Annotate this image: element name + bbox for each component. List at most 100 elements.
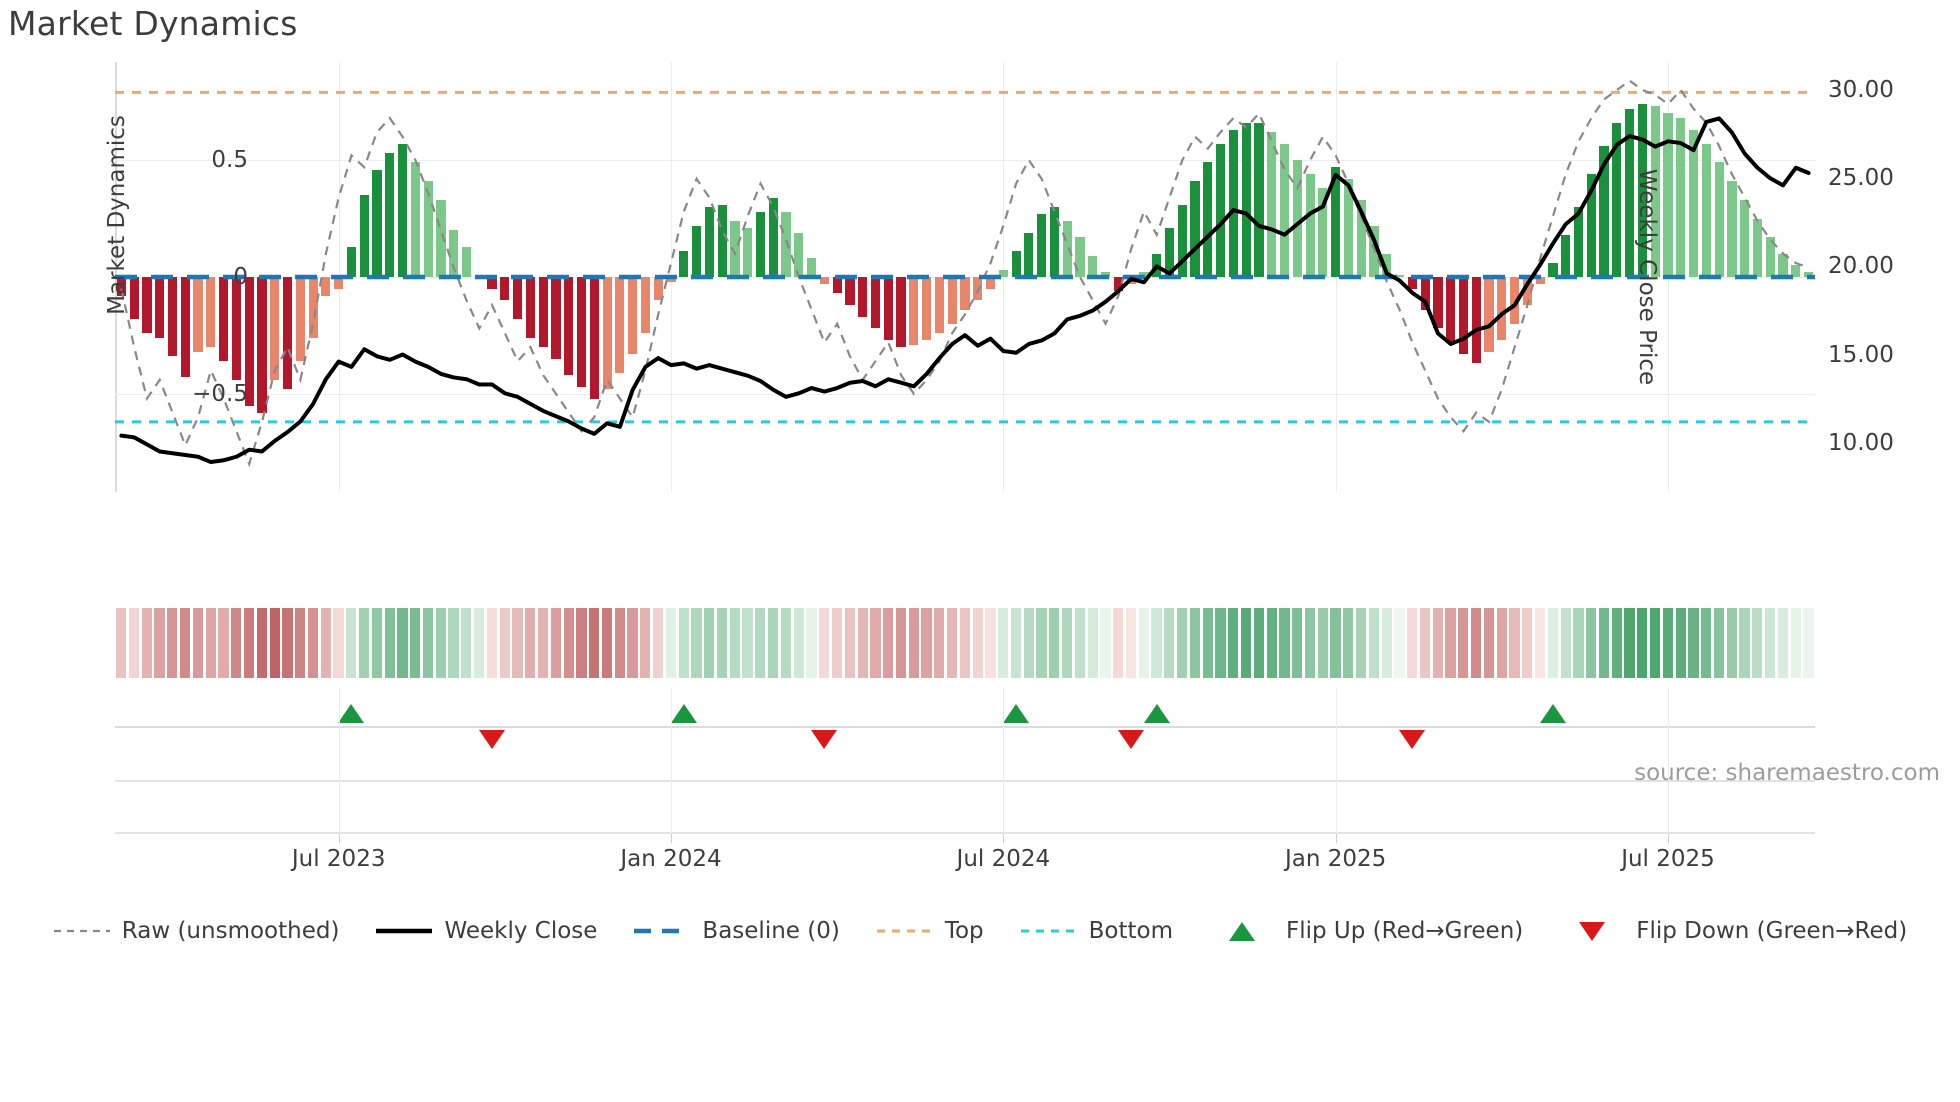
flip-up-marker[interactable] [1003, 704, 1030, 723]
market-dynamics-bar [551, 277, 561, 359]
weekly-close-line [119, 116, 1811, 465]
market-dynamics-bar [1752, 218, 1763, 277]
market-dynamics-bar [1382, 253, 1392, 277]
lower-rule-1 [115, 780, 1815, 782]
heatmap-cell [627, 608, 638, 678]
heatmap-cell [1074, 608, 1086, 678]
heatmap-cell [844, 608, 855, 678]
x-tick-label: Jan 2025 [1285, 846, 1387, 872]
heatmap-cell [1688, 608, 1699, 678]
left-tick-label: 0.5 [211, 147, 248, 174]
heatmap-cell [1701, 608, 1712, 678]
flip-down-marker[interactable] [1399, 730, 1426, 749]
flip-up-marker[interactable] [338, 704, 365, 723]
heatmap-cell [282, 608, 293, 678]
heatmap-cell [1343, 608, 1354, 678]
flip-up-marker[interactable] [670, 704, 697, 723]
flip-up-marker[interactable] [1143, 704, 1170, 723]
flip-down-marker[interactable] [479, 730, 506, 749]
x-tick-mark [1003, 834, 1005, 843]
right-axis-title: Weekly Close Price [1634, 168, 1660, 386]
heatmap-cell [1292, 608, 1303, 678]
line-overlays [115, 79, 1815, 468]
left-axis-title: Market Dynamics [104, 115, 130, 315]
market-dynamics-bar [385, 153, 395, 277]
legend-item[interactable]: Flip Up (Red→Green) [1209, 918, 1523, 944]
legend-line-swatch [634, 928, 691, 934]
legend-line-swatch [376, 928, 433, 934]
legend-item[interactable]: Raw (unsmoothed) [53, 918, 339, 944]
market-dynamics-bar [1343, 178, 1354, 277]
market-dynamics-bar [1279, 143, 1290, 277]
market-dynamics-bar [142, 277, 152, 334]
heatmap-cell [563, 608, 574, 678]
heatmap-cell [128, 608, 140, 678]
legend-item[interactable]: Flip Down (Green→Red) [1559, 918, 1907, 944]
heatmap-cell [1215, 608, 1226, 678]
legend-item[interactable]: Baseline (0) [633, 918, 840, 944]
heatmap-cell [1471, 608, 1482, 678]
market-dynamics-bar [244, 277, 254, 406]
market-dynamics-bar [308, 277, 318, 338]
market-dynamics-bar [257, 277, 267, 413]
market-dynamics-bar [909, 277, 919, 345]
market-dynamics-bar [1701, 143, 1711, 277]
flip-down-marker[interactable] [811, 730, 838, 749]
heatmap-cell [985, 608, 996, 678]
right-tick-label: 20.00 [1828, 253, 1894, 280]
market-dynamics-bar [500, 277, 510, 301]
heatmap-cell [1586, 608, 1597, 678]
heatmap-cell [141, 608, 152, 678]
heatmap-cell [231, 608, 242, 678]
heatmap-cell [307, 608, 319, 678]
legend-item[interactable]: Bottom [1020, 918, 1173, 944]
market-dynamics-bar [960, 277, 970, 310]
market-dynamics-bar [1778, 253, 1788, 277]
market-dynamics-bar [1791, 265, 1801, 277]
market-dynamics-bar [1804, 272, 1814, 277]
heatmap-cell [1611, 608, 1622, 678]
legend-item[interactable]: Top [876, 918, 984, 944]
heatmap-cell [180, 608, 191, 678]
market-dynamics-bar [819, 277, 829, 284]
page-title: Market Dynamics [8, 4, 298, 43]
market-dynamics-bar [1241, 122, 1251, 277]
flip-up-marker[interactable] [1539, 704, 1566, 723]
market-dynamics-bar [858, 277, 868, 317]
heatmap-cell [1240, 608, 1252, 678]
market-dynamics-bar [206, 277, 216, 348]
vertical-gridline [1335, 62, 1337, 492]
heatmap-cell [448, 608, 459, 678]
heatmap-cell [1445, 608, 1456, 678]
market-dynamics-bars [115, 62, 1815, 492]
heatmap-cell [1228, 608, 1239, 678]
market-dynamics-bar [807, 258, 817, 277]
market-dynamics-bar [1190, 181, 1200, 277]
flip-baseline [115, 726, 1815, 728]
market-dynamics-bar [295, 277, 305, 362]
heatmap-cell [857, 608, 868, 678]
market-dynamics-bar [576, 277, 587, 387]
market-dynamics-bar [155, 277, 165, 338]
x-tick-guide [1335, 688, 1337, 834]
legend-item[interactable]: Weekly Close [375, 918, 597, 944]
market-dynamics-bar [717, 204, 727, 277]
market-dynamics-bar [461, 246, 472, 277]
market-dynamics-bar [1650, 106, 1660, 277]
flip-down-marker[interactable] [1118, 730, 1145, 749]
heatmap-cell [333, 608, 344, 678]
heatmap-cell [1138, 608, 1149, 678]
heatmap-cell [525, 608, 536, 678]
heatmap-cell [269, 608, 280, 678]
heatmap-cell [1496, 608, 1507, 678]
legend-label: Weekly Close [444, 918, 598, 944]
x-tick-mark [1335, 834, 1337, 843]
heatmap-cell [601, 608, 613, 678]
x-tick-mark [1668, 834, 1669, 843]
market-dynamics-bar [1561, 234, 1571, 277]
market-dynamics-bar [1535, 277, 1545, 284]
heatmap-cell [1598, 608, 1610, 678]
market-dynamics-bar [1037, 213, 1047, 277]
market-dynamics-bar [870, 277, 881, 329]
heatmap-cell [116, 608, 127, 678]
